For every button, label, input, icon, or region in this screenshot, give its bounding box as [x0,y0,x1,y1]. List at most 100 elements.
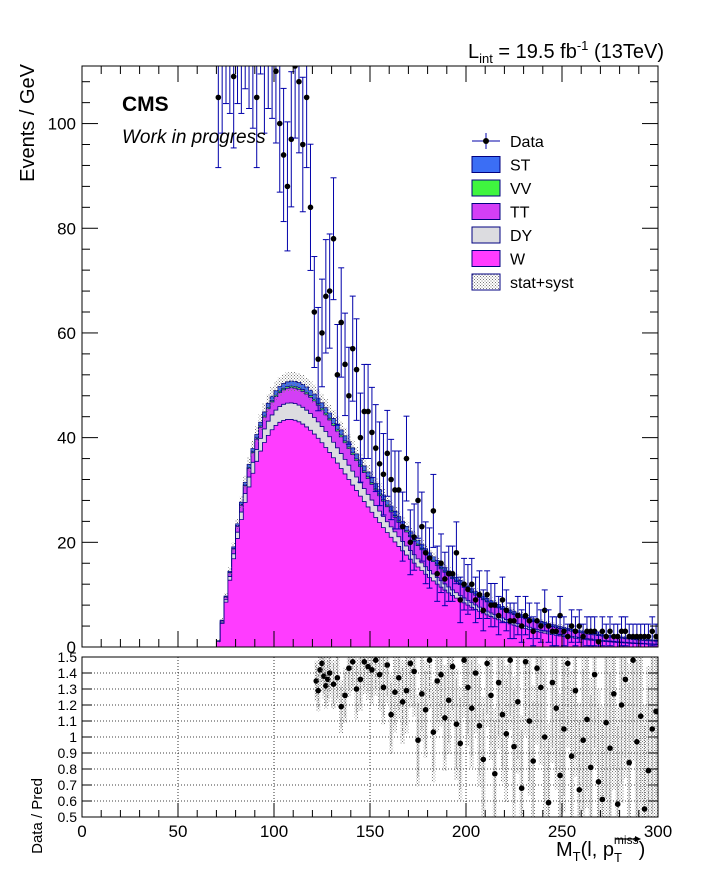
ratio-y-tick-label: 1 [69,729,77,745]
data-point [292,66,299,139]
data-point [633,623,640,647]
y-tick-label: 20 [57,533,76,552]
legend-label: Data [510,134,544,151]
x-axis-title-close: ) [639,839,646,861]
ratio-band-bin [358,657,363,711]
data-point [284,121,291,252]
data-point [280,87,287,223]
ratio-point [507,657,513,716]
data-point [230,66,237,149]
ratio-band-bin [627,662,632,817]
ratio-point [411,657,417,708]
data-point [441,551,448,607]
data-point [307,143,314,271]
ratio-y-tick-label: 0.9 [58,745,78,761]
data-point [242,66,249,90]
data-point [487,582,494,628]
ratio-point [522,657,529,721]
data-point [645,623,652,647]
x-tick-label: 200 [452,822,480,841]
ratio-point [518,730,525,817]
ratio-points [313,657,658,817]
ratio-point [576,720,583,817]
ratio-point [442,675,448,761]
ratio-band-bin [558,693,563,817]
data-point [541,589,548,632]
data-point [580,623,587,647]
ratio-band-bin [465,657,470,747]
lumi-superscript: -1 [577,38,589,53]
ratio-point [330,664,337,704]
data-point [380,433,387,516]
ratio-point [326,657,333,692]
ratio-y-tick-label: 1.5 [58,649,78,665]
energy-label: (13TeV) [588,41,664,63]
data-point [384,409,391,497]
ratio-point [515,657,521,760]
data-point [365,363,372,459]
ratio-band-bin [462,657,467,719]
ratio-point [461,657,467,707]
ratio-band-bin [638,657,643,817]
data-point [630,623,637,647]
ratio-point [468,660,475,757]
data-point [453,521,460,585]
data-point [480,589,487,632]
vector-arrow-head [635,836,641,842]
x-tick-label: 250 [548,822,576,841]
ratio-point [321,658,327,694]
data-point [587,616,594,647]
ratio-point [369,657,375,698]
ratio-point [622,657,629,759]
data-point [253,66,260,169]
y-tick-label: 80 [57,219,76,238]
ratio-point [403,657,410,726]
data-point [388,438,395,521]
data-point [234,66,241,105]
data-point [303,66,310,169]
ratio-point [534,657,540,730]
ratio-point [488,657,494,748]
data-point [434,545,441,602]
ratio-band-bin [496,657,501,750]
legend-entry-st: ST [471,156,531,175]
ratio-point [372,657,379,689]
data-point [626,623,633,647]
ratio-y-tick-label: 0.6 [58,793,78,809]
ratio-point [503,678,510,789]
ratio-point [342,673,348,718]
data-point [464,564,471,615]
data-point [407,509,414,576]
ratio-point [499,660,506,769]
ratio-point [549,657,556,747]
ratio-band-bin [492,708,497,817]
data-point [426,527,433,589]
ratio-band-bin [412,657,417,717]
ratio-point [588,695,594,817]
x-tick-label: 100 [260,822,288,841]
ratio-point [399,668,406,736]
ratio-y-tick-label: 0.8 [58,761,78,777]
ratio-point [415,703,421,778]
ratio-band-bin [592,657,597,766]
x-axis-title-rest: (l, p [581,839,614,861]
data-point [399,491,406,562]
data-point [338,267,345,378]
legend-label: stat+syst [510,275,574,292]
data-point [484,570,491,619]
x-axis-ticks-top [81,66,659,647]
ratio-point [553,657,560,774]
work-in-progress-label: Work in progress [122,127,266,148]
ratio-point [357,657,364,705]
y-tick-label: 60 [57,324,76,343]
ratio-point [449,657,456,711]
data-point [457,576,464,624]
data-point [257,66,264,75]
ratio-point [530,700,536,817]
ratio-point [376,657,383,704]
data-point [269,66,276,119]
ratio-point [492,721,498,817]
ratio-point [334,657,341,699]
ratio-band-bin [485,657,490,728]
